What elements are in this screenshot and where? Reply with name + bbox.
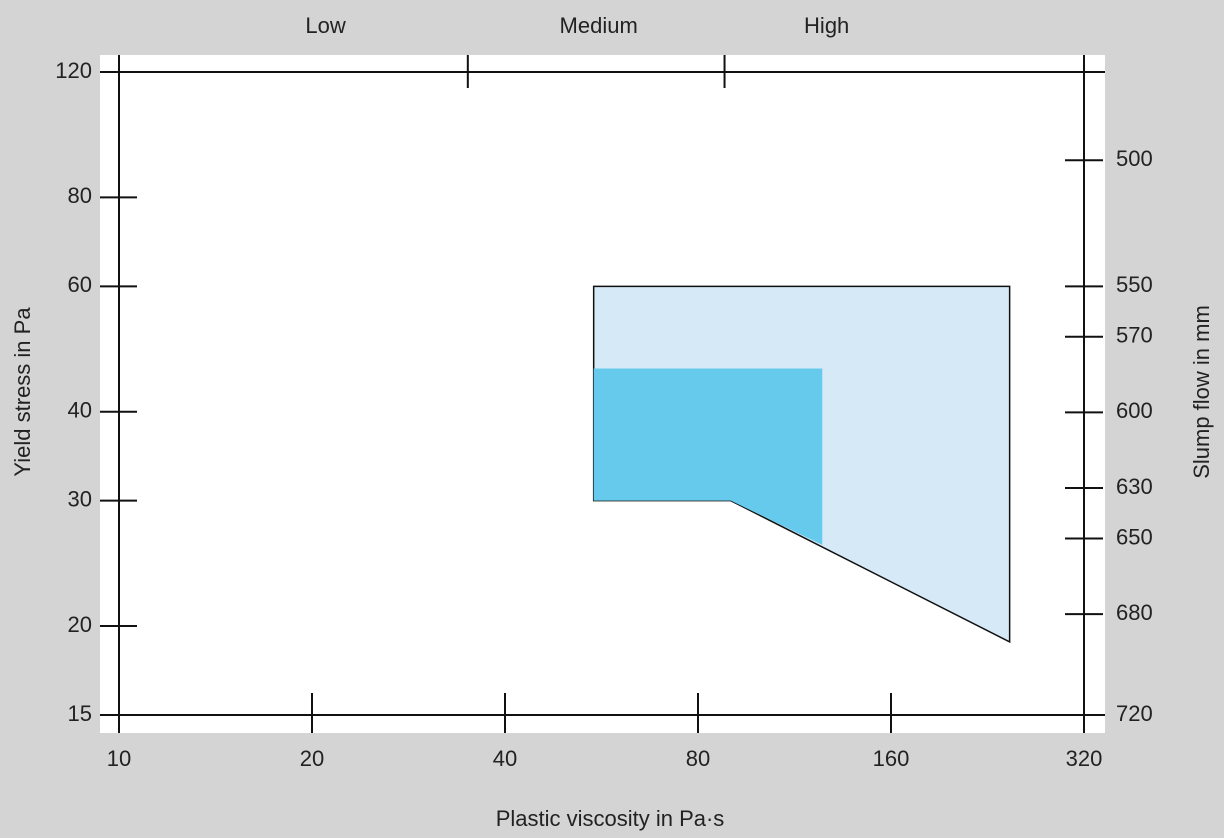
y2-tick-label: 650 — [1116, 524, 1153, 549]
y2-tick-label: 720 — [1116, 701, 1153, 726]
x-tick-label: 10 — [107, 746, 131, 771]
y2-tick-label: 680 — [1116, 600, 1153, 625]
y-tick-label: 20 — [68, 612, 92, 637]
area — [593, 368, 823, 545]
x-tick-label: 160 — [873, 746, 910, 771]
y-tick-label: 60 — [68, 272, 92, 297]
y-tick-label: 40 — [68, 398, 92, 423]
y2-tick-label: 550 — [1116, 272, 1153, 297]
top-category-label: Medium — [560, 13, 638, 38]
y2-tick-label: 630 — [1116, 474, 1153, 499]
y2-tick-label: 600 — [1116, 398, 1153, 423]
y2-tick-label: 500 — [1116, 146, 1153, 171]
x-axis-title: Plastic viscosity in Pa·s — [496, 806, 725, 831]
y-tick-label: 120 — [55, 58, 92, 83]
x-tick-label: 40 — [493, 746, 517, 771]
y2-tick-label: 570 — [1116, 323, 1153, 348]
x-tick-label: 20 — [300, 746, 324, 771]
areas — [592, 285, 1011, 644]
top-category-label: Low — [305, 13, 345, 38]
y-tick-label: 30 — [68, 486, 92, 511]
y-axis-title: Yield stress in Pa — [10, 307, 35, 477]
y2-axis-title: Slump flow in mm — [1189, 305, 1214, 479]
x-tick-label: 320 — [1066, 746, 1103, 771]
y-tick-label: 80 — [68, 183, 92, 208]
top-category-label: High — [804, 13, 849, 38]
y-tick-label: 15 — [68, 701, 92, 726]
x-tick-label: 80 — [686, 746, 710, 771]
